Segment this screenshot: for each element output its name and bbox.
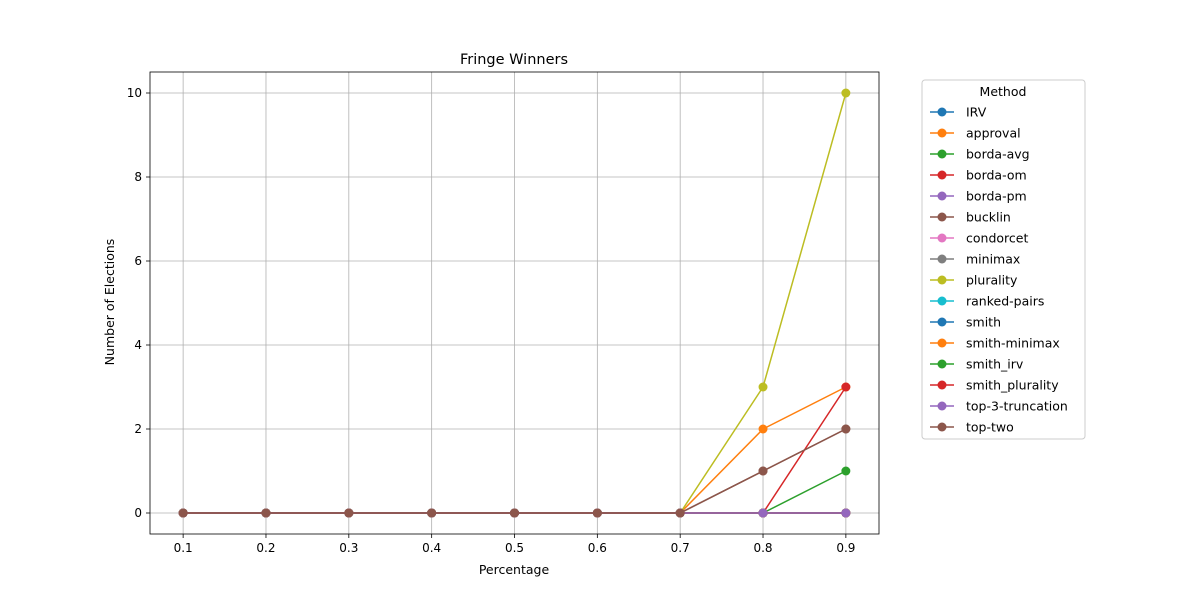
data-point bbox=[758, 424, 768, 434]
legend-label: bucklin bbox=[966, 210, 1011, 225]
legend-label: smith bbox=[966, 315, 1001, 330]
legend-entry: borda-pm bbox=[930, 189, 1027, 204]
legend-entry: borda-om bbox=[930, 168, 1027, 183]
legend-entry: smith-minimax bbox=[930, 336, 1060, 351]
legend-entry: bucklin bbox=[930, 210, 1011, 225]
legend-marker bbox=[937, 359, 947, 369]
legend-marker bbox=[937, 212, 947, 222]
legend-items: IRV approval borda-avg borda-om borda-pm buck… bbox=[930, 105, 1068, 435]
data-point bbox=[758, 382, 768, 392]
y-tick-label: 8 bbox=[134, 170, 142, 184]
data-point bbox=[841, 466, 851, 476]
legend-marker bbox=[937, 128, 947, 138]
x-tick-label: 0.3 bbox=[339, 541, 358, 555]
legend-entry: top-3-truncation bbox=[930, 399, 1068, 414]
x-tick-label: 0.5 bbox=[505, 541, 524, 555]
axes: 0.1 0.2 0.3 0.4 0.5 0.6 0.7 0.8 0.9 0 2 4 6 8 10 bbox=[127, 71, 880, 555]
data-point bbox=[841, 88, 851, 98]
legend-box bbox=[921, 79, 1086, 440]
legend-marker bbox=[937, 233, 947, 243]
legend-title: Method bbox=[980, 84, 1027, 99]
legend-marker bbox=[937, 275, 947, 285]
x-tick-label: 0.2 bbox=[256, 541, 275, 555]
x-axis-label: Percentage bbox=[479, 562, 550, 577]
legend-label: minimax bbox=[966, 252, 1020, 267]
legend-entry: smith_irv bbox=[930, 357, 1024, 372]
legend-entry: top-two bbox=[930, 420, 1014, 435]
legend-label: borda-pm bbox=[966, 189, 1027, 204]
data-point bbox=[510, 508, 519, 518]
y-axis-label: Number of Elections bbox=[102, 239, 117, 366]
series-lines bbox=[178, 88, 851, 518]
legend-marker bbox=[937, 338, 947, 348]
series-top-two bbox=[178, 424, 851, 518]
data-point bbox=[758, 508, 768, 518]
legend-entry: smith_plurality bbox=[930, 378, 1059, 393]
data-point bbox=[841, 382, 851, 392]
x-tick-label: 0.8 bbox=[753, 541, 772, 555]
data-point bbox=[758, 466, 768, 476]
legend-label: approval bbox=[966, 126, 1021, 141]
data-point bbox=[427, 508, 437, 518]
y-tick-label: 4 bbox=[134, 338, 142, 352]
legend-entry: IRV bbox=[930, 105, 987, 120]
data-point bbox=[261, 508, 271, 518]
legend-marker bbox=[937, 170, 947, 180]
data-point bbox=[178, 508, 188, 518]
data-point bbox=[344, 508, 354, 518]
legend-entry: borda-avg bbox=[930, 147, 1030, 162]
legend-label: top-3-truncation bbox=[966, 399, 1068, 414]
y-tick-label: 2 bbox=[134, 422, 142, 436]
data-point bbox=[675, 508, 685, 518]
plot-frame bbox=[149, 71, 880, 535]
x-tick-label: 0.9 bbox=[836, 541, 855, 555]
legend-marker bbox=[937, 422, 947, 432]
legend-marker bbox=[937, 191, 947, 201]
legend-marker bbox=[937, 317, 947, 327]
x-tick-label: 0.4 bbox=[422, 541, 441, 555]
legend-label: IRV bbox=[966, 105, 987, 120]
y-tick-label: 6 bbox=[134, 254, 142, 268]
legend-label: condorcet bbox=[966, 231, 1028, 246]
legend-label: smith-minimax bbox=[966, 336, 1060, 351]
legend-label: borda-avg bbox=[966, 147, 1030, 162]
data-point bbox=[841, 424, 851, 434]
x-tick-label: 0.7 bbox=[671, 541, 690, 555]
legend-entry: minimax bbox=[930, 252, 1020, 267]
legend-marker bbox=[937, 107, 947, 117]
y-tick-label: 0 bbox=[134, 506, 142, 520]
chart-title: Fringe Winners bbox=[460, 52, 568, 68]
x-tick-label: 0.6 bbox=[588, 541, 607, 555]
legend-marker bbox=[937, 380, 947, 390]
legend-label: borda-om bbox=[966, 168, 1027, 183]
legend-label: top-two bbox=[966, 420, 1014, 435]
legend-entry: approval bbox=[930, 126, 1021, 141]
grid bbox=[150, 72, 879, 534]
legend-label: ranked-pairs bbox=[966, 294, 1044, 309]
legend-label: smith_plurality bbox=[966, 378, 1059, 393]
x-tick-label: 0.1 bbox=[174, 541, 193, 555]
legend-entry: condorcet bbox=[930, 231, 1028, 246]
data-point bbox=[841, 508, 851, 518]
legend-marker bbox=[937, 254, 947, 264]
data-point bbox=[592, 508, 602, 518]
y-tick-label: 10 bbox=[127, 86, 142, 100]
legend-label: smith_irv bbox=[966, 357, 1024, 372]
legend-entry: ranked-pairs bbox=[930, 294, 1044, 309]
legend-marker bbox=[937, 401, 947, 411]
legend-marker bbox=[937, 149, 947, 159]
legend-entry: smith bbox=[930, 315, 1001, 330]
legend-label: plurality bbox=[966, 273, 1018, 288]
legend: Method IRV approval borda-avg borda-om borda… bbox=[921, 79, 1086, 440]
legend-entry: plurality bbox=[930, 273, 1018, 288]
legend-marker bbox=[937, 296, 947, 306]
